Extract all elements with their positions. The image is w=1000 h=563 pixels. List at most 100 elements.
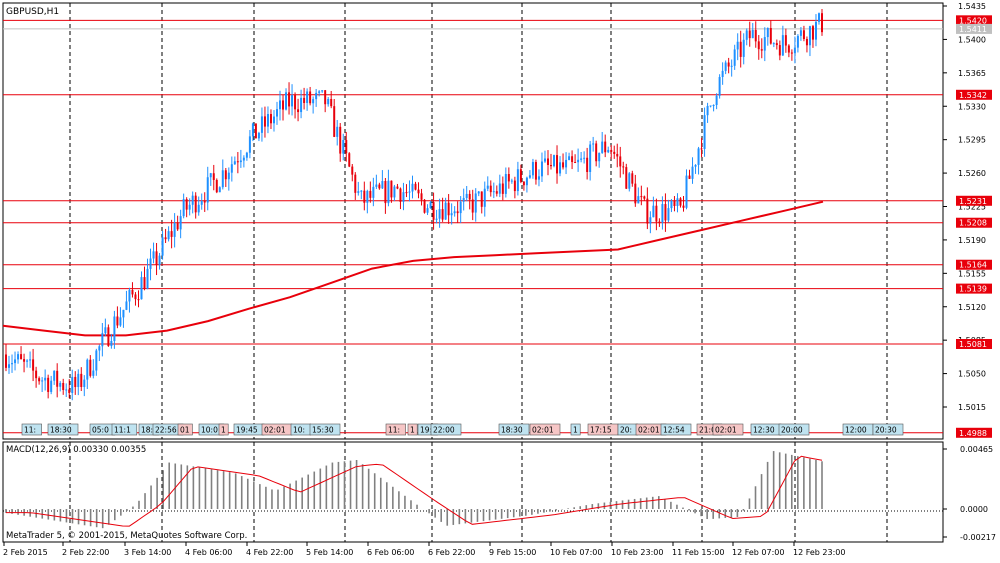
event-tag-label: 1 xyxy=(410,426,415,435)
candle-body xyxy=(47,377,50,392)
candle-body xyxy=(279,100,282,110)
candle-body xyxy=(194,195,197,213)
candle-body xyxy=(303,97,306,103)
time-label: 12 Feb 07:00 xyxy=(732,548,784,557)
event-tag[interactable] xyxy=(309,423,341,436)
candle-body xyxy=(309,91,312,104)
price-pane[interactable]: 11: 18:30 05:0 11:1 18: 22:56 01 10:0 1 19:45 02:0… xyxy=(2,2,944,440)
candle-body xyxy=(432,202,435,220)
candle-body xyxy=(595,143,598,162)
horizontal-levels[interactable] xyxy=(3,19,943,434)
candle-body xyxy=(775,43,778,46)
candle-body xyxy=(616,153,619,157)
candle-body xyxy=(577,159,580,163)
candle-body xyxy=(715,95,718,106)
candle-body xyxy=(390,180,393,198)
time-label: 10 Feb 07:00 xyxy=(550,548,602,557)
event-tag[interactable] xyxy=(21,423,42,436)
event-tag[interactable] xyxy=(712,423,744,436)
time-label: 6 Feb 22:00 xyxy=(428,548,475,557)
event-tag-label: 1 xyxy=(221,426,226,435)
candle-body xyxy=(393,186,396,198)
candle-body xyxy=(318,91,321,93)
event-tag-label: 10:0 xyxy=(201,426,218,435)
event-tag-label: 22:56 xyxy=(155,426,177,435)
candle-body xyxy=(74,376,77,388)
event-tag[interactable] xyxy=(177,423,193,436)
event-tag[interactable] xyxy=(218,423,229,436)
candle-body xyxy=(802,30,805,40)
event-tag[interactable] xyxy=(407,423,418,436)
event-tag[interactable] xyxy=(385,423,406,436)
candle-body xyxy=(77,373,80,388)
candle-body xyxy=(251,123,254,137)
candle-body xyxy=(721,70,724,78)
price-level-badge xyxy=(956,427,992,438)
candle-body xyxy=(272,116,275,124)
candle-body xyxy=(59,382,62,387)
candle-body xyxy=(763,37,766,51)
event-tag[interactable] xyxy=(111,423,138,436)
candle-body xyxy=(492,191,495,193)
candle-body xyxy=(607,149,610,153)
candle-body xyxy=(546,158,549,165)
candle-body xyxy=(242,157,245,161)
candle-body xyxy=(128,289,131,302)
candle-body xyxy=(354,174,357,193)
event-tag[interactable] xyxy=(660,423,692,436)
candle-body xyxy=(203,201,206,203)
event-tag-label: 17:15 xyxy=(590,426,612,435)
candle-body xyxy=(17,354,20,360)
event-tag[interactable] xyxy=(498,423,530,436)
candle-body xyxy=(495,191,498,194)
candle-body xyxy=(122,309,125,318)
price-tick-label: 1.5365 xyxy=(958,69,986,78)
candle-body xyxy=(781,35,784,56)
candle-body xyxy=(294,95,297,110)
candle-body xyxy=(257,132,260,139)
event-tag[interactable] xyxy=(47,423,79,436)
price-level-label: 1.5342 xyxy=(959,91,987,100)
candle-body xyxy=(465,193,468,198)
candle-body xyxy=(143,277,146,289)
time-label: 2 Feb 22:00 xyxy=(62,548,109,557)
candle-body xyxy=(330,98,333,107)
candle-body xyxy=(697,148,700,165)
event-tag[interactable] xyxy=(778,423,810,436)
time-label: 4 Feb 06:00 xyxy=(185,548,232,557)
macd-axis: 0.00465 0.0000 -0.00217 xyxy=(943,445,996,542)
candle-body xyxy=(161,237,164,256)
candle-body xyxy=(197,204,200,213)
candle-body xyxy=(450,213,453,216)
candle-body xyxy=(399,188,402,202)
candle-body xyxy=(89,359,92,376)
candle-body xyxy=(167,231,170,240)
candle-body xyxy=(342,139,345,154)
candle-body xyxy=(155,251,158,265)
price-tick-label: 1.5155 xyxy=(958,269,986,278)
candle-body xyxy=(282,100,285,110)
event-tag[interactable] xyxy=(570,423,581,436)
event-tags[interactable]: 11: 18:30 05:0 11:1 18: 22:56 01 10:0 1 19:45 02:0… xyxy=(21,423,904,436)
candle-body xyxy=(664,204,667,221)
candle-body xyxy=(35,370,38,379)
candle-body xyxy=(68,389,71,393)
candle-body xyxy=(685,175,688,208)
candle-body xyxy=(522,181,525,186)
candle-body xyxy=(811,26,814,40)
event-tag[interactable] xyxy=(872,423,904,436)
price-tick-label: 1.5435 xyxy=(958,2,986,11)
event-tag-label: 12:30 xyxy=(753,426,775,435)
candle-body xyxy=(227,172,230,180)
candle-body xyxy=(489,185,492,193)
event-tag[interactable] xyxy=(430,423,462,436)
candle-body xyxy=(20,354,23,360)
event-tag-label: 20:30 xyxy=(875,426,897,435)
candle-body xyxy=(688,175,691,179)
candle-body xyxy=(562,162,565,168)
event-tag[interactable] xyxy=(529,423,561,436)
candle-body xyxy=(486,185,489,189)
macd-pane[interactable]: MACD(12,26,9) 0.00330 0.00355 MetaTrader… xyxy=(2,441,944,543)
candle-body xyxy=(324,90,327,105)
